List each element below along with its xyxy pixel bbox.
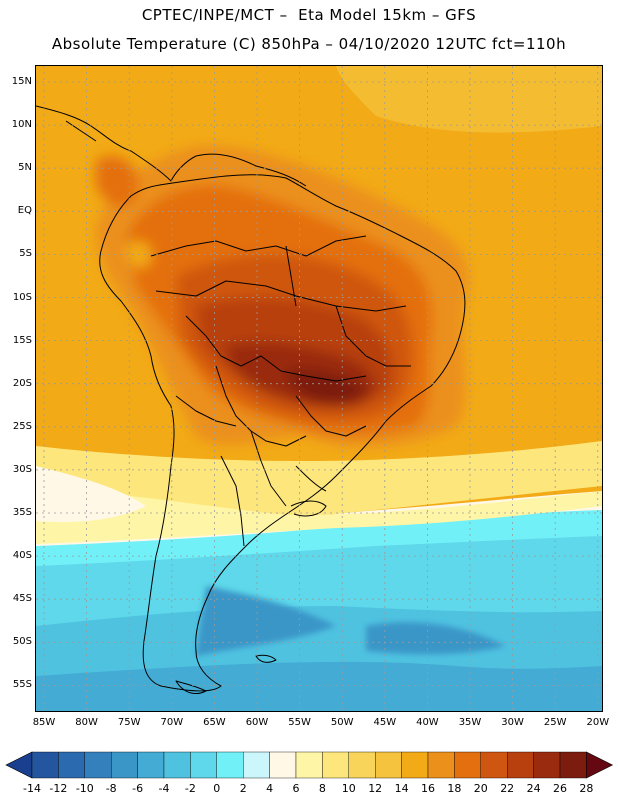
colorbar-max-arrow <box>586 751 614 779</box>
lon-tick-label: 20W <box>586 717 610 728</box>
lat-tick-label: 25S <box>12 420 32 432</box>
colorbar-level-label: -4 <box>158 782 170 795</box>
lon-tick-label: 45W <box>373 717 397 728</box>
colorbar-swatch <box>375 751 402 779</box>
lat-tick-label: 30S <box>12 463 32 475</box>
lon-tick-label: 40W <box>416 717 439 728</box>
colorbar-level-label: 4 <box>266 782 274 795</box>
colorbar-min-arrow <box>5 751 33 779</box>
lon-tick-label: 30W <box>501 717 524 728</box>
colorbar-level-label: -14 <box>23 782 41 795</box>
colorbar-swatch <box>480 751 508 779</box>
map-title: CPTEC/INPE/MCT – Eta Model 15km – GFS <box>141 6 477 24</box>
colorbar-swatch <box>454 751 481 779</box>
colorbar-swatch <box>427 751 455 779</box>
colorbar-swatch <box>216 751 244 779</box>
colorbar-swatch <box>84 751 112 779</box>
lat-tick-label: 20S <box>12 377 32 389</box>
lat-tick-label: 10S <box>12 291 32 303</box>
colorbar-level-label: -2 <box>184 782 196 795</box>
temperature-field <box>36 66 602 711</box>
colorbar-level-label: 6 <box>292 782 300 795</box>
colorbar-swatch <box>190 751 217 779</box>
lon-tick-label: 85W <box>32 717 56 728</box>
lat-tick-label: 40S <box>12 550 32 562</box>
lat-tick-label: 55S <box>12 679 32 691</box>
colorbar-level-label: 2 <box>239 782 247 795</box>
colorbar-level-label: 26 <box>553 782 567 795</box>
colorbar-swatch <box>31 751 59 779</box>
lat-tick-label: 45S <box>12 593 32 605</box>
colorbar-swatch <box>163 751 191 779</box>
colorbar-level-label: 16 <box>421 782 435 795</box>
colorbar-level-label: -6 <box>132 782 144 795</box>
lat-tick-label: 35S <box>12 507 32 518</box>
colorbar-level-label: -12 <box>49 782 68 795</box>
lon-tick-label: 25W <box>543 717 567 728</box>
lon-tick-label: 55W <box>288 717 311 728</box>
lon-tick-label: 65W <box>203 717 226 728</box>
lon-tick-label: 80W <box>75 717 98 728</box>
temperature-map <box>35 65 603 712</box>
colorbar-level-label: 18 <box>447 782 462 795</box>
lon-tick-label: 60W <box>245 717 269 728</box>
lat-tick-label: 15S <box>12 334 32 346</box>
map-subtitle: Absolute Temperature (C) 850hPa – 04/10/… <box>51 35 567 53</box>
colorbar-swatch <box>559 751 587 779</box>
lon-tick-label: 75W <box>117 717 141 728</box>
colorbar-level-label: 20 <box>473 782 488 795</box>
lat-tick-label: 5S <box>19 248 32 260</box>
colorbar-level-label: 10 <box>341 782 356 795</box>
colorbar-level-label: -10 <box>75 782 94 795</box>
lon-tick-label: 35W <box>458 717 482 728</box>
colorbar-swatch <box>348 751 376 779</box>
lat-tick-label: 50S <box>12 636 32 648</box>
colorbar-swatch <box>295 751 323 779</box>
colorbar-level-label: 22 <box>500 782 515 795</box>
lat-tick-label: 5N <box>18 162 32 174</box>
temperature-colorbar <box>5 751 614 779</box>
lat-tick-label: EQ <box>17 205 32 217</box>
colorbar-level-label: 8 <box>318 782 326 795</box>
graticule <box>36 66 602 711</box>
lat-tick-label: 10N <box>11 119 32 131</box>
lat-tick-label: 15N <box>11 76 32 87</box>
colorbar-swatch <box>242 751 270 779</box>
colorbar-swatch <box>507 751 534 779</box>
colorbar-level-label: 0 <box>213 782 221 795</box>
colorbar-swatch <box>401 751 429 779</box>
lon-tick-label: 70W <box>160 717 184 728</box>
colorbar-swatch <box>269 751 297 779</box>
colorbar-swatch <box>137 751 165 779</box>
colorbar-level-label: 28 <box>579 782 594 795</box>
lon-tick-label: 50W <box>330 717 354 728</box>
colorbar-swatch <box>110 751 138 779</box>
colorbar-level-label: -8 <box>105 782 117 795</box>
colorbar-swatch <box>58 751 86 779</box>
colorbar-level-label: 24 <box>526 782 541 795</box>
colorbar-swatch <box>533 751 561 779</box>
colorbar-level-label: 12 <box>368 782 383 795</box>
colorbar-swatch <box>322 751 349 779</box>
colorbar-level-label: 14 <box>394 782 409 795</box>
